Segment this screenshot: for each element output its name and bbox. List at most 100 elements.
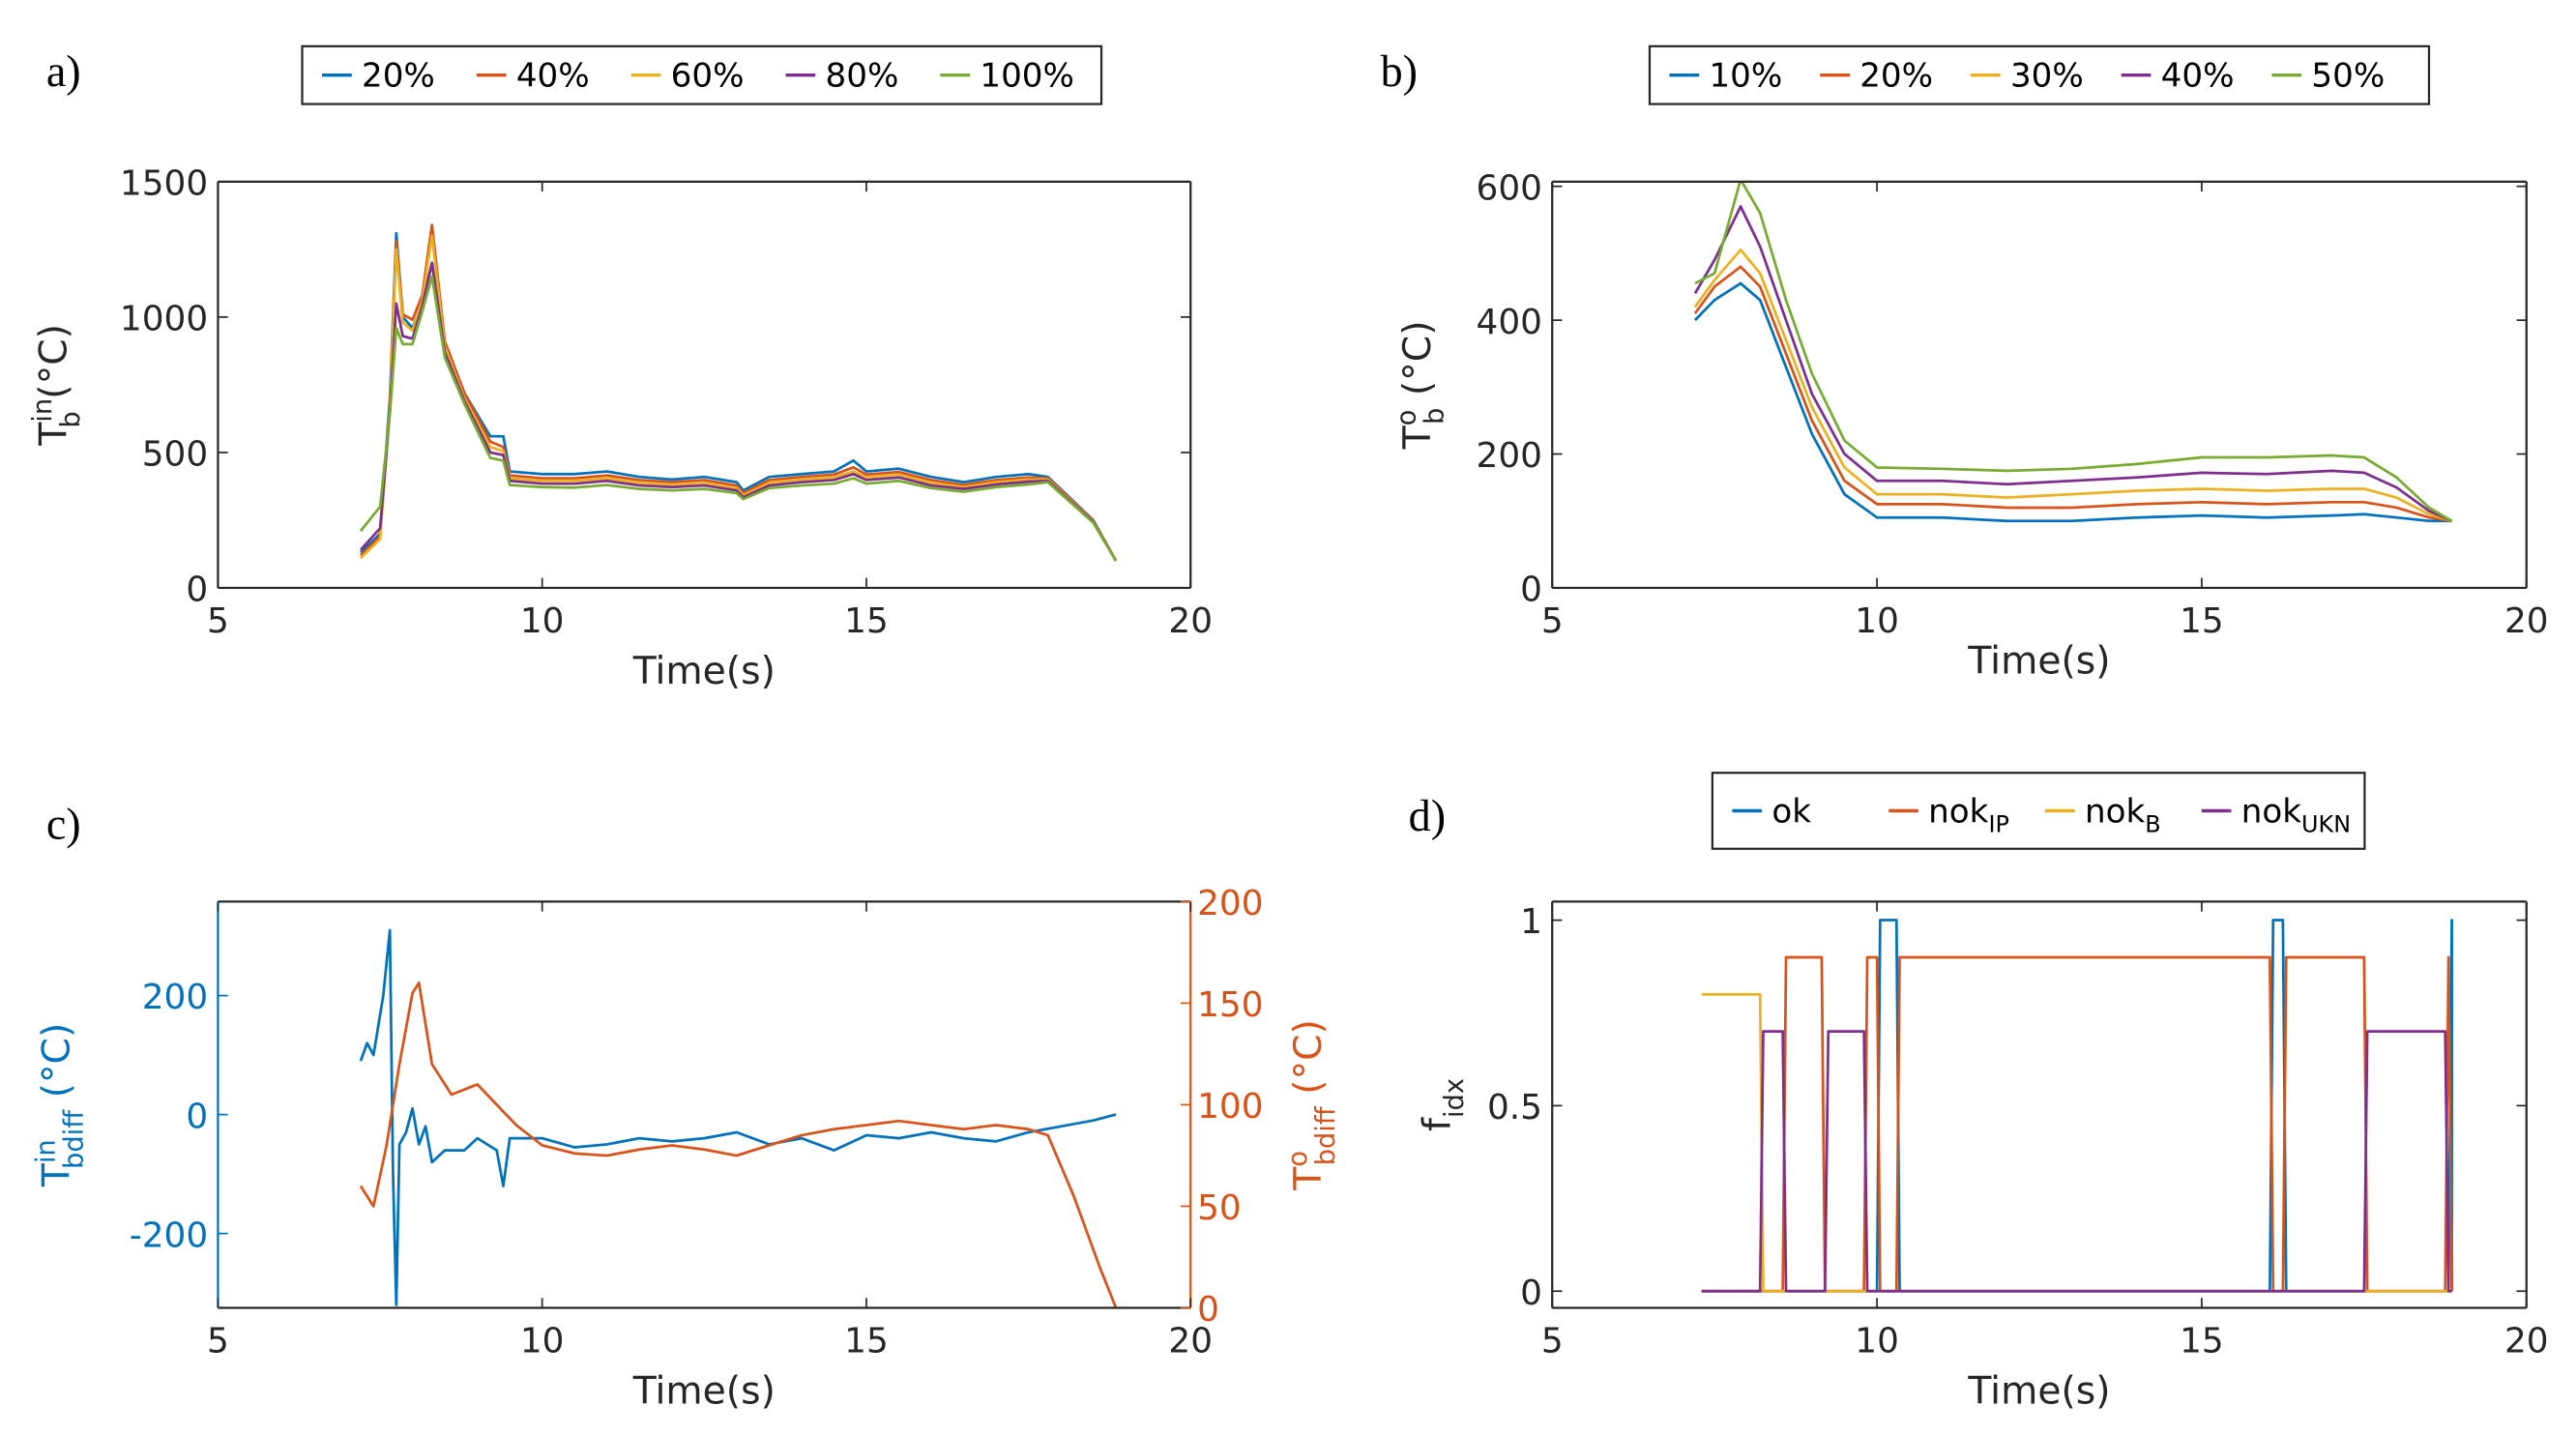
y-tick-label: 1 (1520, 902, 1542, 942)
series-group (359, 223, 1118, 562)
legend-text: 60% (671, 57, 745, 96)
x-tick-label: 20 (1168, 601, 1213, 641)
legend-label: nokB (2085, 792, 2161, 837)
y-tick-label: 200 (142, 978, 208, 1017)
y-tick-label: 0 (186, 571, 208, 610)
legend-text: nok (2241, 792, 2302, 831)
y-label-sup: o (1391, 410, 1421, 426)
series-line-60 (360, 234, 1118, 562)
legend-item: 100% (940, 57, 1074, 96)
legend-label: ok (1771, 792, 1811, 831)
y-tick-label: 0 (1520, 1274, 1542, 1313)
legend-item: 20% (322, 57, 435, 96)
y-axis-label: fidx (1416, 1078, 1470, 1131)
y-right-tick-label: 100 (1197, 1087, 1263, 1127)
chart-panel-a: a) 5 10 15 20 Time(s) 0 500 1000 1500 Tinb (°C) 20%… (28, 44, 1213, 693)
y-axis-right-label: Tobdiff (°C) (1283, 1019, 1341, 1191)
legend-item: nokUKN (2201, 792, 2351, 838)
series-group (1701, 919, 2453, 1293)
y-tick-label: 400 (1477, 303, 1542, 342)
y-tick-label: 1000 (120, 300, 208, 339)
y-label-sub: bdiff (1311, 1105, 1341, 1165)
y-tick-label: 500 (142, 435, 208, 475)
y-label-sub: b (56, 411, 86, 427)
x-tick-label: 5 (207, 601, 229, 641)
legend-item: 40% (476, 57, 590, 96)
x-tick-label: 20 (1168, 1322, 1213, 1362)
series-line-20 (1693, 265, 2452, 523)
series-line-40 (1693, 205, 2453, 523)
y-label-sup: in (31, 1139, 61, 1163)
series-line-100 (359, 275, 1118, 562)
series-line-40 (360, 223, 1118, 562)
x-axis-label: Time(s) (1967, 1370, 2110, 1414)
x-axis-label: Time(s) (1967, 640, 2110, 684)
legend-text: 10% (1709, 57, 1782, 96)
x-tick-label: 15 (844, 1322, 889, 1362)
legend-item: nokB (2044, 792, 2161, 838)
y-label-sup: o (1283, 1151, 1313, 1167)
y-tick-label: 0 (1520, 571, 1542, 610)
y-axis-label: Tinbdiff (°C) (31, 1023, 89, 1187)
series-line-30 (1693, 249, 2452, 523)
y-tick-label: 0.5 (1487, 1088, 1542, 1128)
x-tick-label: 10 (1855, 601, 1899, 641)
legend-item: 20% (1820, 57, 1933, 96)
legend-text: 20% (362, 57, 435, 96)
y-right-tick-label: 50 (1197, 1188, 1242, 1228)
x-tick-label: 15 (2180, 601, 2224, 641)
series-line-20 (360, 231, 1118, 562)
y-label-unit: (°C) (1287, 1019, 1331, 1106)
panel-label: a) (46, 46, 81, 96)
y-tick-label: 600 (1477, 168, 1542, 208)
legend-sub: B (2145, 811, 2160, 838)
legend-item: 50% (2271, 57, 2385, 96)
legend-label: 100% (980, 57, 1074, 96)
legend: 10% 20% 30% 40% 50% (1648, 44, 2431, 105)
series-group (1693, 181, 2453, 523)
series-line-Tobdiff (359, 981, 1118, 1308)
legend: 20% 40% 60% 80% 100% (301, 44, 1103, 105)
legend-label: 60% (671, 57, 745, 96)
legend-item: 30% (1970, 57, 2084, 96)
legend-label: 40% (516, 57, 590, 96)
legend-label: 50% (2311, 57, 2385, 96)
y-label-sub: b (1420, 408, 1450, 425)
y-label-unit: (°C) (1396, 320, 1440, 407)
x-tick-label: 10 (520, 1322, 565, 1362)
panel-label: b) (1381, 46, 1418, 96)
legend-item: 60% (630, 57, 745, 96)
x-tick-label: 15 (844, 601, 889, 641)
y-axis-label: Tob (°C) (1391, 320, 1449, 450)
y-label-unit: (°C) (32, 324, 75, 411)
legend-label: nokUKN (2241, 792, 2351, 837)
legend-item: ok (1732, 792, 1811, 831)
legend-label: 40% (2161, 57, 2235, 96)
y-right-tick-label: 150 (1197, 985, 1263, 1025)
y-label-sup: in (28, 398, 58, 423)
legend-item: nokIP (1888, 792, 2009, 838)
y-label-main: T (32, 422, 75, 447)
legend-text: 80% (826, 57, 899, 96)
series-group (359, 928, 1118, 1308)
y-label-main: T (1396, 425, 1440, 450)
legend-text: 30% (2010, 57, 2084, 96)
legend-text: 20% (1859, 57, 1933, 96)
legend-label: 10% (1709, 57, 1782, 96)
series-line-Tinbdiff (359, 928, 1117, 1306)
panel-label: d) (1409, 791, 1446, 840)
series-line-nokIP (1701, 955, 2453, 1293)
x-tick-label: 20 (2504, 1322, 2549, 1362)
y-label-main: f (1416, 1117, 1459, 1131)
legend-text: 100% (980, 57, 1074, 96)
x-tick-label: 10 (1855, 1322, 1899, 1362)
legend-text: ok (1771, 792, 1811, 831)
legend-item: 80% (785, 57, 899, 96)
legend-label: 20% (362, 57, 435, 96)
y-tick-label: 200 (1477, 436, 1542, 476)
series-line-80 (359, 261, 1118, 562)
series-line-nokUKN (1701, 1030, 2452, 1293)
y-right-tick-label: 0 (1197, 1290, 1219, 1330)
y-label-sub: bdiff (59, 1109, 89, 1169)
